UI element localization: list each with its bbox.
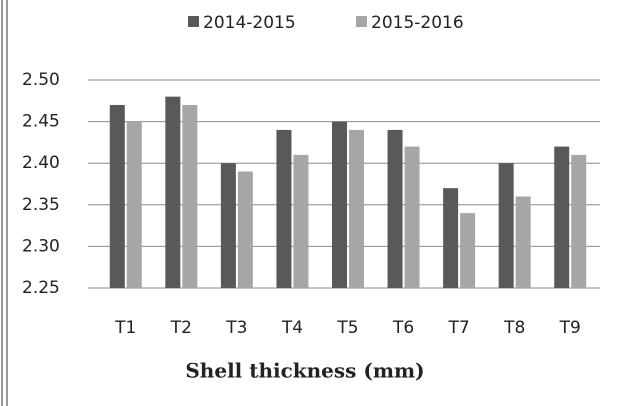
bar: [460, 213, 476, 288]
x-tick-label: T9: [559, 318, 581, 338]
y-tick-label: 2.45: [22, 112, 60, 132]
bar: [349, 129, 364, 288]
bar: [498, 163, 514, 288]
x-tick-label: T8: [503, 318, 525, 338]
x-tick-label: T2: [170, 318, 192, 338]
y-tick-label: 2.40: [22, 153, 60, 173]
bar: [443, 188, 459, 288]
bar: [293, 154, 309, 288]
bar: [237, 171, 253, 288]
y-tick-label: 2.30: [22, 236, 60, 256]
x-tick-label: T1: [114, 318, 136, 338]
bar: [404, 146, 420, 288]
bar: [165, 96, 181, 288]
bar: [276, 129, 292, 288]
bar: [554, 146, 570, 288]
x-tick-label: T5: [336, 318, 358, 338]
x-tick-label: T4: [281, 318, 303, 338]
x-tick-label: T3: [225, 318, 247, 338]
bar: [109, 104, 125, 289]
legend-swatch: [356, 16, 367, 27]
x-tick-label: T7: [448, 318, 470, 338]
bar: [220, 163, 236, 288]
bar: [515, 196, 531, 288]
legend-label: 2015-2016: [371, 13, 464, 33]
legend-swatch: [188, 16, 199, 27]
x-tick-label: T6: [392, 318, 414, 338]
y-tick-label: 2.35: [22, 195, 60, 215]
y-tick-label: 2.50: [22, 70, 60, 90]
legend-label: 2014-2015: [203, 13, 296, 33]
y-tick-label: 2.25: [22, 278, 60, 298]
x-axis-title: Shell thickness (mm): [185, 359, 424, 383]
bar: [387, 129, 403, 288]
bar: [571, 154, 587, 288]
bar: [126, 121, 142, 288]
bar: [182, 104, 198, 289]
bar: [332, 121, 347, 288]
